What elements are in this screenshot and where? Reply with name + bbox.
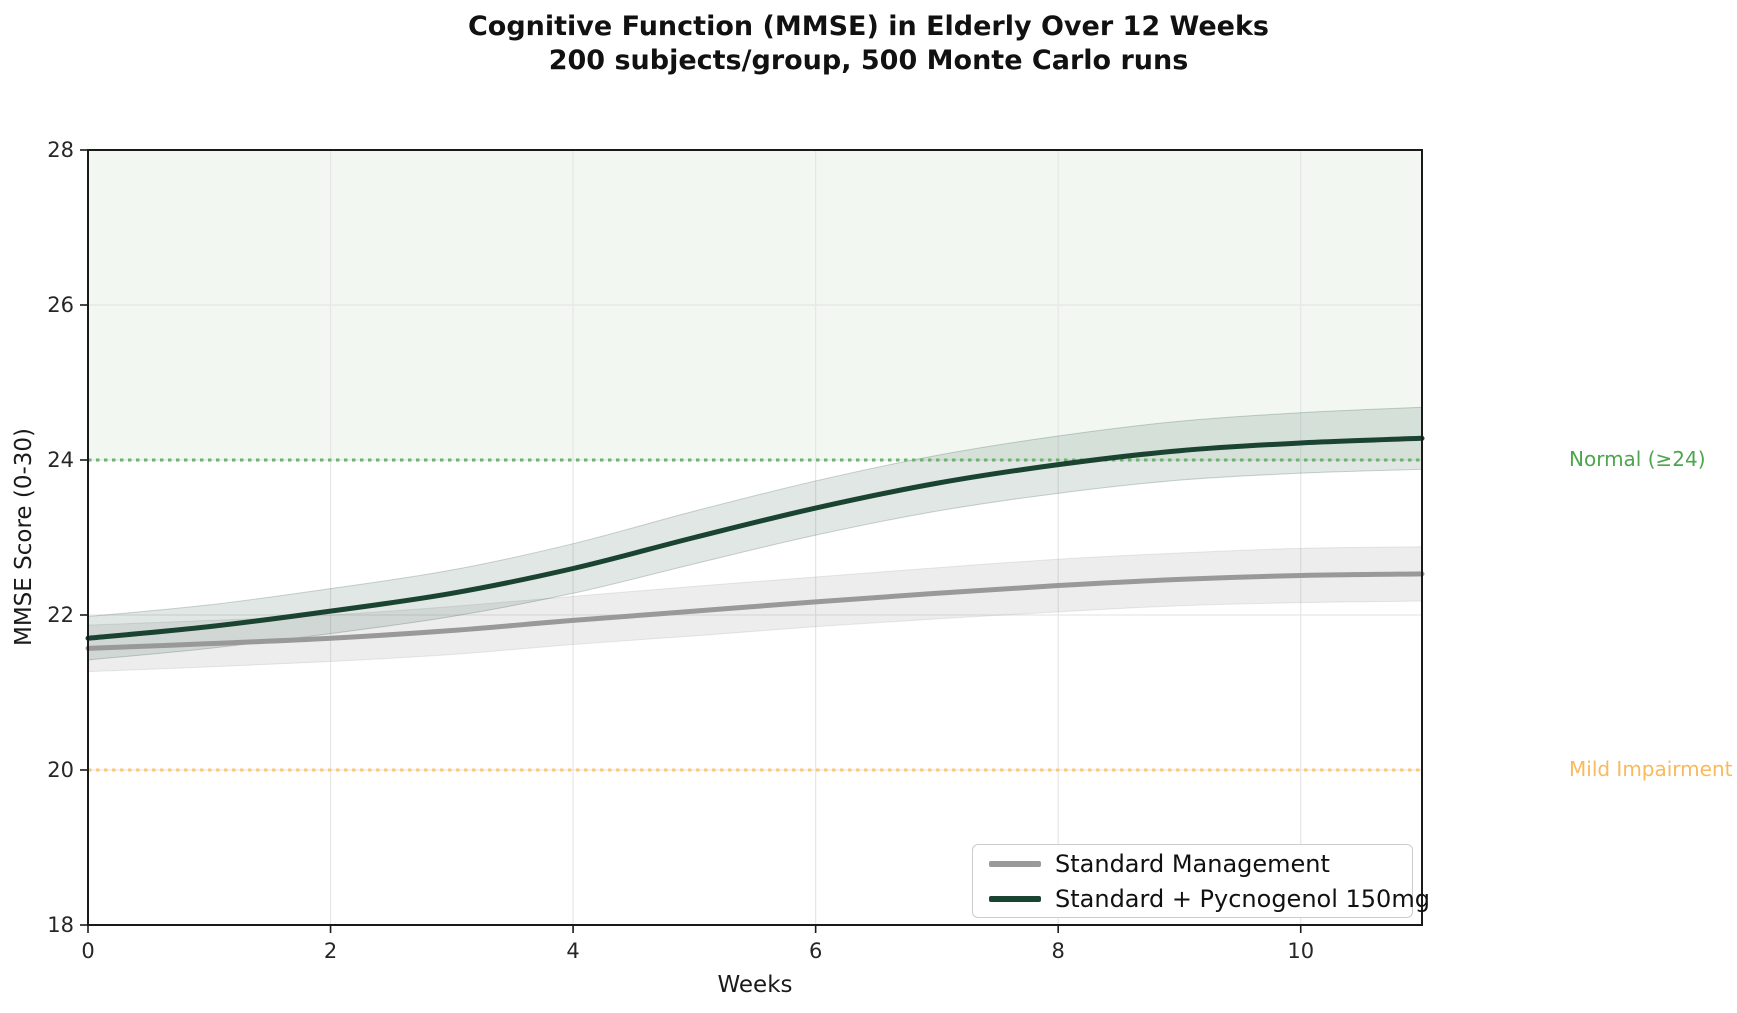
legend-item-pycnogenol: Standard + Pycnogenol 150mg [989,885,1430,913]
series-line-standard-management [85,571,1425,651]
legend-swatch-standard-management [989,860,1041,867]
normal-threshold-annotation: Normal (≥24) [1569,447,1706,471]
x-tick-label: 2 [324,939,337,963]
x-tick-label: 4 [566,939,579,963]
x-tick-label: 10 [1287,939,1314,963]
y-tick-label: 22 [47,603,74,627]
x-tick-label: 8 [1051,939,1064,963]
mild-impairment-annotation: Mild Impairment [1569,757,1733,781]
x-axis-label: Weeks [717,972,793,998]
series-line-pycnogenol [85,435,1425,641]
y-tick-label: 24 [47,448,74,472]
axes-frame [87,149,1423,926]
legend-label-pycnogenol: Standard + Pycnogenol 150mg [1055,884,1430,913]
y-tick-label: 26 [47,293,74,317]
legend: Standard Management Standard + Pycnogeno… [972,844,1430,918]
chart-title: Cognitive Function (MMSE) in Elderly Ove… [467,11,1270,42]
x-tick-label: 0 [81,939,94,963]
y-tick-label: 20 [47,758,74,782]
y-tick-label: 18 [47,913,74,937]
chart-subtitle: 200 subjects/group, 500 Monte Carlo runs [548,45,1189,76]
legend-label-standard-management: Standard Management [1055,849,1330,878]
x-tick-label: 6 [809,939,822,963]
chart-title-block: Cognitive Function (MMSE) in Elderly Ove… [0,10,1737,78]
y-tick-label: 28 [47,138,74,162]
legend-swatch-pycnogenol [989,895,1041,902]
y-axis-label: MMSE Score (0-30) [11,427,37,647]
legend-item-standard-management: Standard Management [989,850,1398,878]
